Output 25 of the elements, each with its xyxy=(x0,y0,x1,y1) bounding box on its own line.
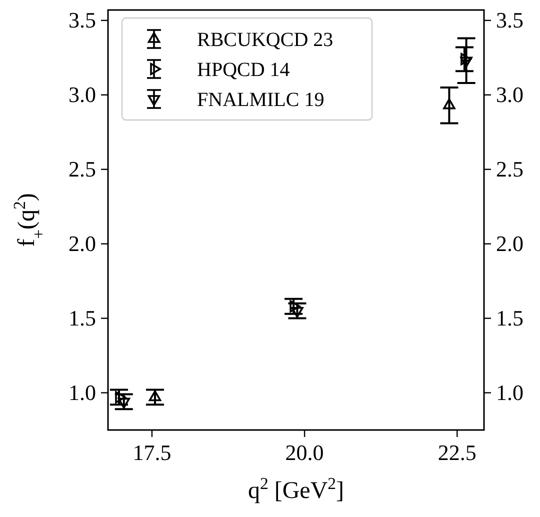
legend-label: HPQCD 14 xyxy=(197,59,290,81)
x-axis-title: q$^{2}$ [GeV$^{2}$] xyxy=(248,474,344,504)
point xyxy=(291,306,304,318)
y2-tick-label: 1.5 xyxy=(496,305,524,330)
y2-tick-label: 2.5 xyxy=(496,156,524,182)
legend-label: RBCUKQCD 23 xyxy=(197,29,334,51)
point xyxy=(290,300,300,313)
y-tick-label: 1.0 xyxy=(68,380,96,405)
y2-tick-label: 2.0 xyxy=(496,230,524,256)
y2-tick-label: 3.0 xyxy=(496,82,524,107)
y-tick-label: 3.0 xyxy=(68,82,96,107)
x-tick-label: 17.5 xyxy=(132,440,172,465)
point xyxy=(115,391,126,404)
y-tick-label: 3.5 xyxy=(68,7,96,32)
y-tick-label: 2.0 xyxy=(68,230,96,256)
legend-label: FNALMILC 19 xyxy=(197,89,324,111)
point xyxy=(118,398,130,409)
y2-tick-label: 3.5 xyxy=(496,7,524,32)
y2-tick-label: 1.0 xyxy=(496,380,524,405)
x-tick-label: 22.5 xyxy=(438,440,476,465)
point xyxy=(460,56,472,68)
y-tick-label: 2.5 xyxy=(68,156,96,182)
y-tick-label: 1.5 xyxy=(68,305,96,330)
point xyxy=(460,53,472,66)
x-tick-label: 20.0 xyxy=(285,440,324,465)
